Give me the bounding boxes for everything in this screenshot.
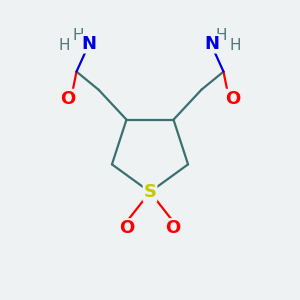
Text: N: N [81, 34, 96, 52]
Text: S: S [143, 183, 157, 201]
Text: H: H [73, 28, 84, 43]
Text: O: O [60, 90, 75, 108]
Text: O: O [225, 90, 240, 108]
Text: O: O [165, 219, 181, 237]
Text: O: O [119, 219, 135, 237]
Text: H: H [59, 38, 70, 53]
Text: H: H [216, 28, 227, 43]
Text: H: H [230, 38, 241, 53]
Text: N: N [204, 34, 219, 52]
